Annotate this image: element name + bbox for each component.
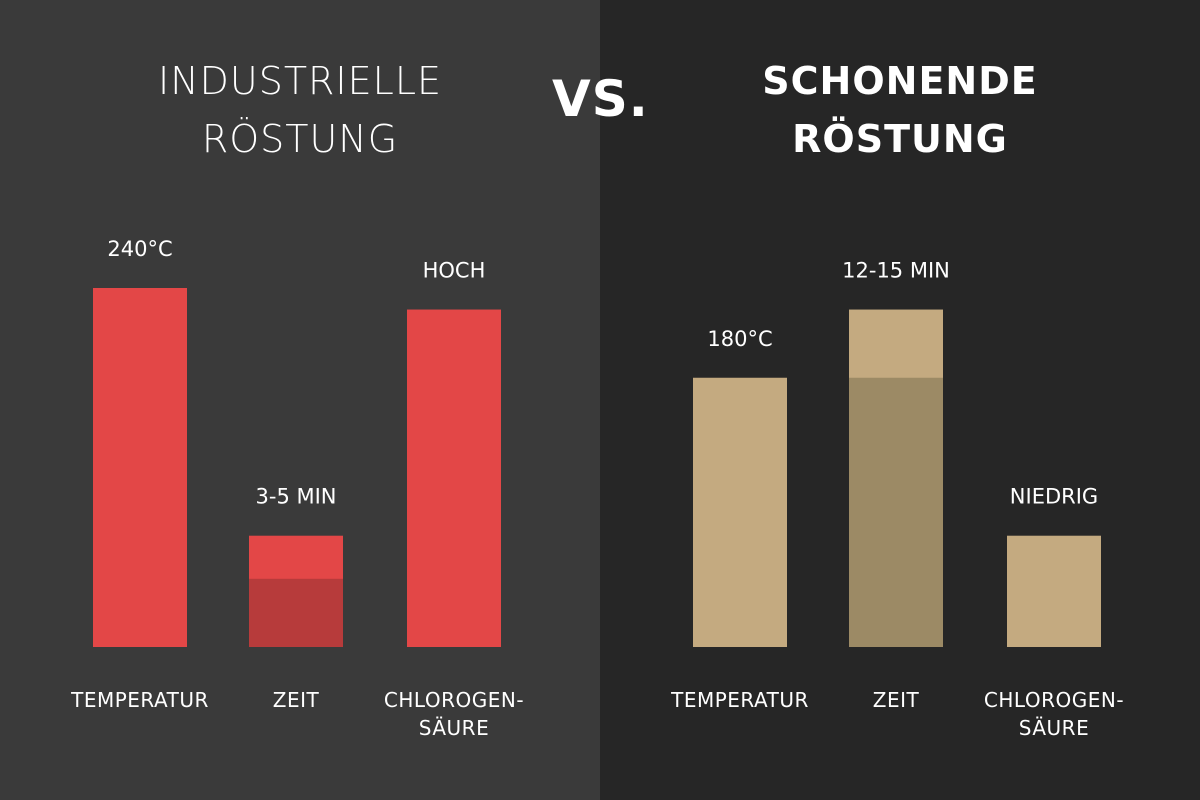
bar — [93, 288, 187, 647]
left-panel: INDUSTRIELLE RÖSTUNG 240°C 3-5 MIN HOCH TE… — [0, 0, 600, 800]
bar — [407, 309, 501, 647]
category-label-line: SÄURE — [418, 716, 490, 740]
data-label: NIEDRIG — [1010, 485, 1098, 509]
category-label-line: CHLOROGEN- — [983, 688, 1125, 712]
data-label: 180°C — [707, 327, 772, 351]
category-label: TEMPERATUR — [650, 686, 830, 714]
data-label: 240°C — [107, 237, 172, 261]
vs-label: VS. — [552, 70, 649, 128]
title-line: RÖSTUNG — [792, 117, 1008, 161]
data-label: 3-5 MIN — [256, 485, 337, 509]
bar — [693, 377, 787, 647]
bar-chart-left: 240°C 3-5 MIN HOCH — [93, 237, 501, 647]
chart-title-right: SCHONENDE RÖSTUNG — [600, 52, 1200, 168]
category-label-line: TEMPERATUR — [671, 688, 809, 712]
right-panel: SCHONENDE RÖSTUNG 180°C 12-15 MIN NIEDRIG … — [600, 0, 1200, 800]
bar-range-low — [849, 377, 943, 647]
bar-chart-right: 180°C 12-15 MIN NIEDRIG — [693, 259, 1101, 647]
category-label-line: ZEIT — [272, 688, 320, 712]
category-label: ZEIT — [806, 686, 986, 714]
data-label: HOCH — [423, 259, 486, 283]
chart-title-left: INDUSTRIELLE RÖSTUNG — [0, 52, 600, 168]
category-label: CHLOROGEN- SÄURE — [364, 686, 544, 742]
data-label: 12-15 MIN — [842, 259, 950, 283]
title-line: INDUSTRIELLE — [157, 59, 442, 103]
bar-range-low — [249, 578, 343, 647]
category-label: CHLOROGEN- SÄURE — [964, 686, 1144, 742]
title-line: SCHONENDE — [762, 59, 1038, 103]
category-label-line: TEMPERATUR — [71, 688, 209, 712]
category-label-line: CHLOROGEN- — [383, 688, 525, 712]
category-label: ZEIT — [206, 686, 386, 714]
title-line: RÖSTUNG — [201, 117, 399, 161]
category-label: TEMPERATUR — [50, 686, 230, 714]
category-label-line: SÄURE — [1018, 716, 1090, 740]
bar — [1007, 535, 1101, 647]
category-label-line: ZEIT — [872, 688, 920, 712]
